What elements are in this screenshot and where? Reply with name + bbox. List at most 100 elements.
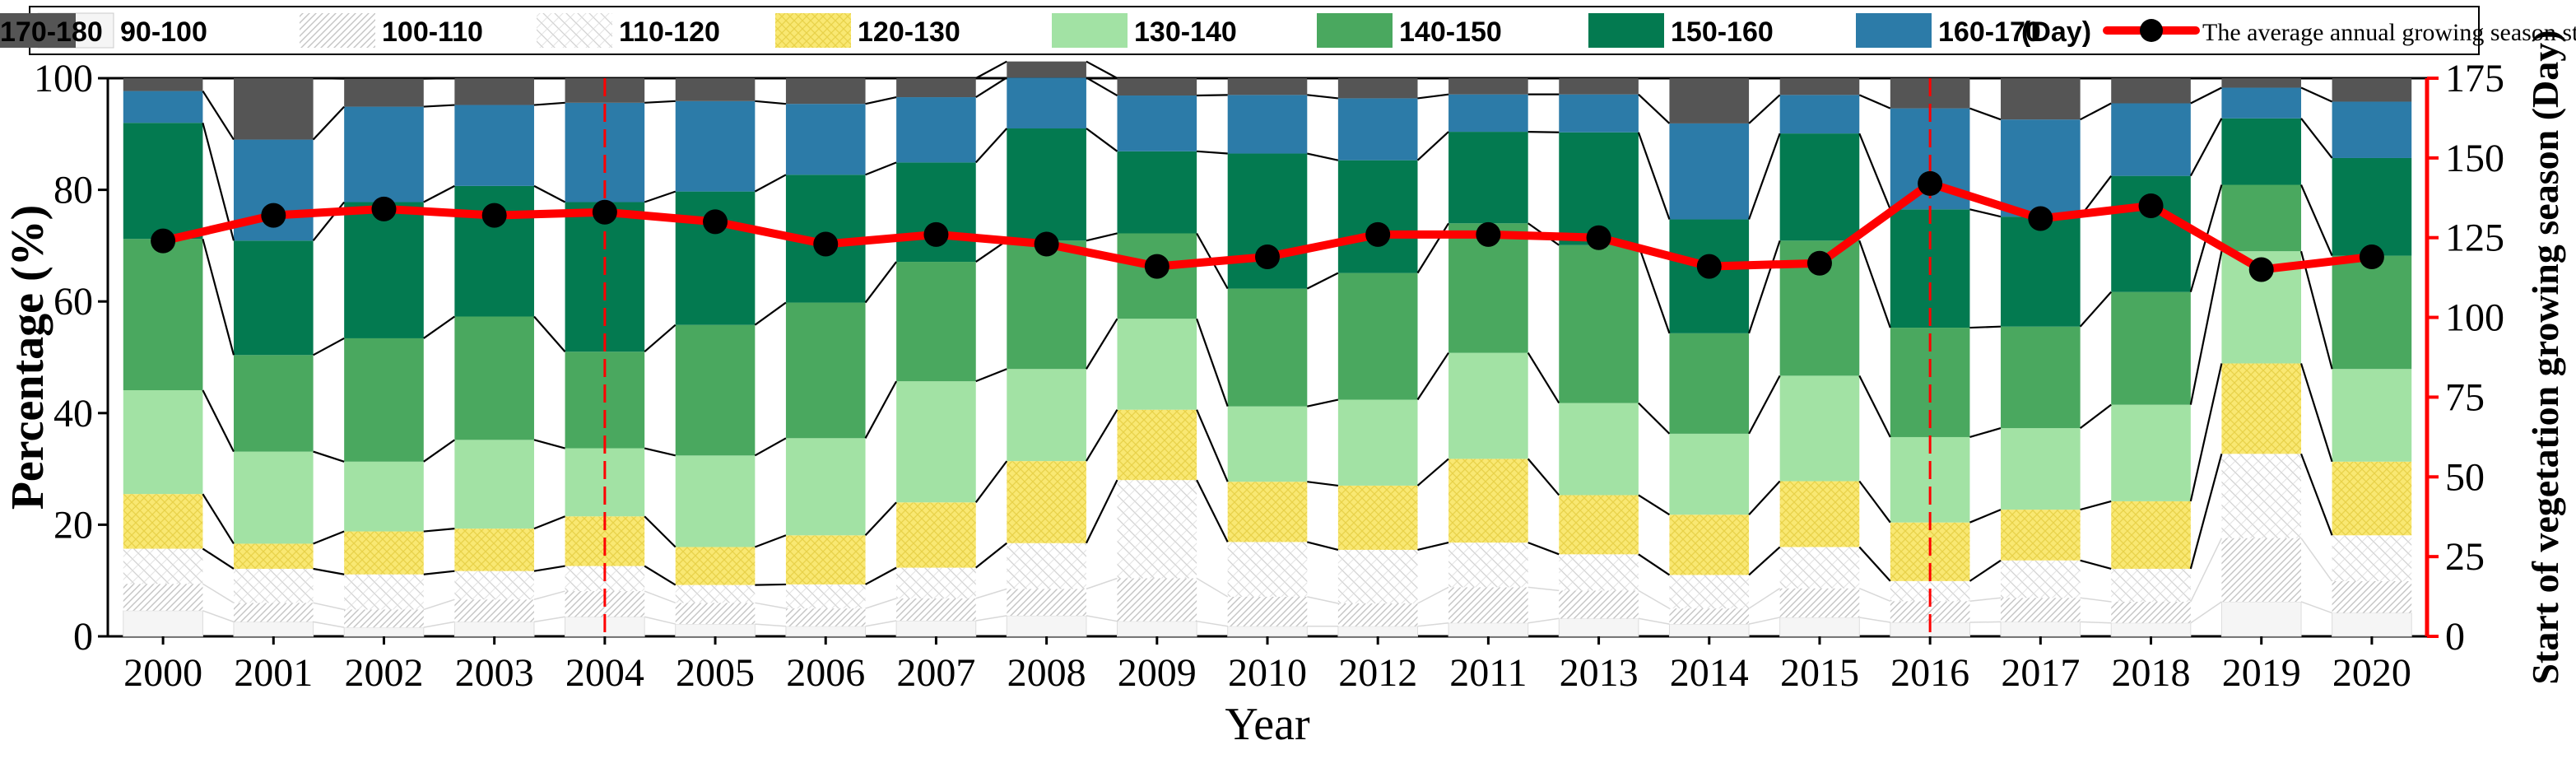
bar-segment-2013-110-120 (1559, 554, 1639, 591)
bar-segment-2017-160-170 (2001, 119, 2081, 217)
connector-2003-160-170 (533, 101, 565, 106)
x-tick-label-2008: 2008 (1007, 651, 1086, 695)
legend-label-100-110: 100-110 (382, 16, 483, 48)
bar-segment-2010-140-150 (1227, 288, 1308, 407)
bar-segment-2005-120-130 (675, 547, 756, 585)
bar-segment-2012-90-100 (1337, 626, 1419, 637)
bar-segment-2002-150-160 (344, 202, 424, 338)
line-point-2005 (703, 209, 728, 235)
bar-segment-2020-120-130 (2332, 461, 2412, 536)
connector-2002-100-110 (423, 598, 455, 611)
bar-segment-2003-110-120 (454, 570, 534, 600)
bar-segment-2010-110-120 (1227, 542, 1308, 597)
bar-segment-2009-150-160 (1117, 151, 1197, 234)
connector-2016-110-120 (1969, 559, 2002, 582)
y-right-tick-label-175: 175 (2445, 57, 2504, 100)
bar-segment-2020-90-100 (2332, 612, 2412, 637)
connector-2013-160-170 (1638, 93, 1671, 124)
connector-2005-110-120 (755, 583, 786, 586)
bar-segment-2008-150-160 (1007, 128, 1086, 241)
bar-segment-2011-110-120 (1448, 542, 1528, 588)
line-point-2015 (1806, 250, 1832, 276)
connector-2016-100-110 (1969, 597, 2002, 603)
bar-segment-2018-120-130 (2111, 501, 2191, 569)
bar-segment-2013-160-170 (1559, 94, 1639, 133)
bar-segment-2002-160-170 (344, 106, 424, 203)
connector-2013-100-110 (1638, 589, 1670, 609)
connector-2015-140-150 (1858, 240, 1891, 328)
connector-2001-90-100 (313, 621, 345, 628)
bar-segment-2018-160-170 (2111, 103, 2191, 176)
bar-segment-2010-160-170 (1227, 95, 1308, 154)
bar-segment-2012-120-130 (1337, 485, 1418, 550)
bar-segment-2013-170-180 (1559, 78, 1639, 95)
legend-label-160-170: 160-170 (1938, 16, 2041, 48)
connector-2008-140-150 (1086, 232, 1118, 242)
bar-segment-2017-170-180 (2001, 78, 2081, 120)
connector-2019-90-100 (2300, 601, 2332, 614)
connector-2014-100-110 (1748, 588, 1781, 609)
bar-segment-2019-90-100 (2220, 601, 2302, 637)
connector-2006-140-150 (864, 261, 897, 304)
bar-segment-2015-100-110 (1779, 588, 1860, 617)
bar-segment-2019-160-170 (2221, 87, 2302, 119)
bar-segment-2013-100-110 (1559, 590, 1639, 619)
bar-segment-2015-130-140 (1779, 375, 1860, 482)
bar-segment-2003-140-150 (454, 316, 534, 440)
y-right-tick-label-150: 150 (2445, 137, 2504, 180)
bar-segment-2012-110-120 (1337, 549, 1418, 603)
legend: 90-100 100-110 110-120 120-130 130-140 140-15… (0, 6, 2576, 55)
connector-2010-120-130 (1307, 481, 1339, 487)
bar-segment-2012-160-170 (1337, 98, 1418, 161)
bar-segment-2005-130-140 (675, 455, 756, 547)
bar-segment-2002-130-140 (344, 461, 424, 532)
bar-segment-2002-170-180 (344, 78, 424, 107)
line-layer (151, 170, 2384, 282)
line-point-2004 (592, 199, 617, 225)
bar-segment-2001-170-180 (233, 78, 314, 140)
bar-segment-2008-140-150 (1007, 240, 1086, 370)
connector-2018-100-110 (2190, 538, 2223, 603)
connector-2004-160-170 (644, 100, 676, 104)
connector-2012-150-160 (1416, 131, 1449, 161)
legend-frame (29, 6, 2480, 55)
connector-2010-150-160 (1307, 152, 1339, 161)
connector-2000-100-110 (202, 583, 235, 603)
connector-2019-110-120 (2299, 453, 2333, 536)
connector-2008-150-160 (1086, 128, 1118, 152)
connector-2018-130-140 (2189, 250, 2223, 405)
legend-line-label: The average annual growing season start … (2202, 19, 2576, 46)
connector-2002-150-160 (423, 184, 455, 203)
bar-segment-2003-170-180 (454, 78, 534, 105)
connector-2016-150-160 (1969, 208, 2002, 218)
x-tick-label-2020: 2020 (2332, 651, 2411, 695)
connector-2003-130-140 (533, 439, 565, 449)
connector-2006-130-140 (864, 380, 898, 439)
bar-segment-2020-110-120 (2332, 535, 2412, 581)
connector-2005-150-160 (754, 174, 787, 193)
bar-segment-2008-100-110 (1007, 589, 1086, 616)
x-tick-label-2005: 2005 (676, 651, 755, 695)
bar-segment-2000-110-120 (123, 548, 203, 584)
connector-2009-110-120 (1196, 479, 1229, 542)
connector-2011-150-160 (1527, 130, 1560, 133)
connector-2000-140-150 (202, 238, 235, 356)
connector-2005-140-150 (754, 301, 787, 326)
connector-2008-160-170 (1086, 77, 1118, 96)
bar-segment-2005-170-180 (675, 78, 756, 101)
x-tick-label-2004: 2004 (565, 651, 644, 695)
connector-2016-160-170 (1969, 107, 2002, 121)
legend-label-120-130: 120-130 (858, 16, 960, 48)
connector-2014-120-130 (1748, 480, 1781, 515)
y-right-tick-label-100: 100 (2445, 296, 2504, 340)
bar-segment-2007-100-110 (896, 598, 976, 622)
connector-2013-150-160 (1637, 132, 1671, 220)
legend-label-150-160: 150-160 (1671, 16, 1774, 48)
line-point-2019 (2248, 257, 2274, 282)
connector-2009-120-130 (1196, 409, 1229, 482)
bar-segment-2017-90-100 (2000, 621, 2081, 637)
bar-segment-2015-150-160 (1779, 133, 1860, 241)
connector-2002-140-150 (423, 315, 455, 339)
bar-segment-2020-100-110 (2332, 580, 2412, 613)
bar-segment-2007-150-160 (896, 162, 976, 263)
